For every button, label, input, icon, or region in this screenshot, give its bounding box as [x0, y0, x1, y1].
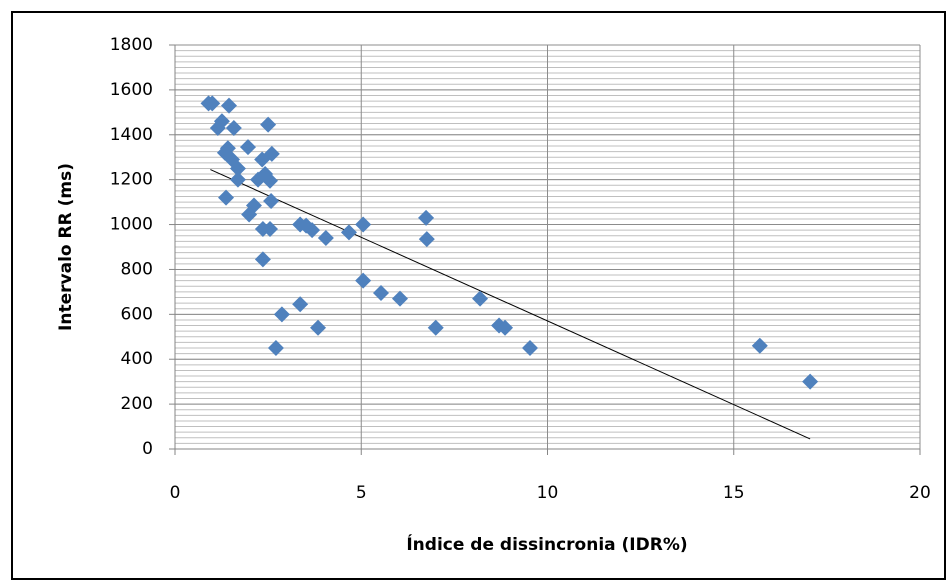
point [225, 120, 242, 137]
x-tick-label: 0 [170, 483, 181, 503]
point [391, 290, 408, 307]
x-tick-label: 10 [537, 483, 559, 503]
y-tick-label: 800 [121, 259, 153, 279]
point [240, 139, 257, 156]
point [317, 230, 334, 247]
point [340, 224, 357, 241]
point [472, 290, 489, 307]
point [418, 209, 435, 226]
point [427, 319, 444, 336]
point [209, 120, 226, 137]
point [221, 97, 238, 114]
point [263, 192, 280, 209]
point [261, 172, 278, 189]
point [355, 272, 372, 289]
y-tick-label: 1000 [110, 215, 153, 235]
point [292, 296, 309, 313]
point [304, 222, 321, 239]
point [204, 95, 221, 112]
point [355, 216, 372, 233]
point [267, 340, 284, 356]
point [497, 319, 514, 336]
x-tick-label: 5 [356, 483, 367, 503]
point [802, 373, 819, 390]
point [372, 285, 389, 302]
point [241, 206, 258, 223]
point [229, 160, 246, 177]
trendline [210, 169, 811, 440]
point [261, 221, 278, 238]
y-axis-title: Intervalo RR (ms) [56, 163, 76, 331]
y-tick-label: 200 [121, 394, 153, 414]
y-tick-label: 0 [142, 439, 153, 459]
point [418, 231, 435, 248]
y-tick-label: 1600 [110, 80, 153, 100]
y-tick-label: 1400 [110, 125, 153, 145]
x-tick-label: 15 [723, 483, 745, 503]
point [218, 189, 235, 206]
y-tick-label: 1800 [110, 35, 153, 55]
x-axis-title: Índice de dissincronia (IDR%) [406, 533, 687, 555]
point [310, 319, 327, 336]
point [260, 116, 277, 133]
y-tick-label: 600 [121, 304, 153, 324]
y-tick-label: 400 [121, 349, 153, 369]
point [273, 306, 290, 323]
point [263, 145, 280, 162]
point [229, 171, 246, 188]
point [751, 337, 768, 354]
point [254, 251, 271, 268]
point [521, 340, 538, 356]
x-tick-label: 20 [909, 483, 931, 503]
y-tick-label: 1200 [110, 170, 153, 190]
